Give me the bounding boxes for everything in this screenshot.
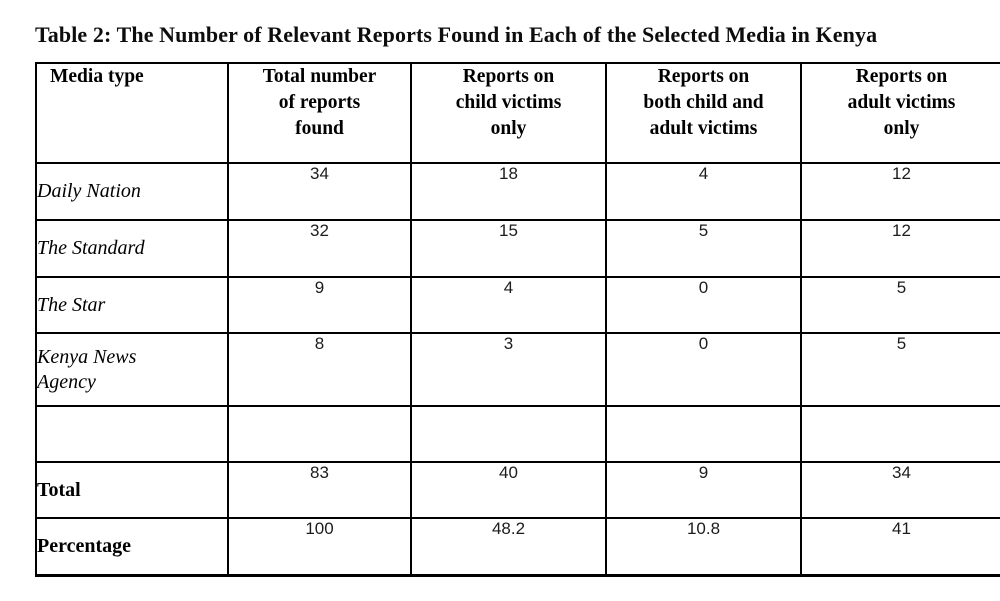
row-total: Total 83 40 9 34 [35, 461, 1000, 519]
value-cell [410, 405, 607, 463]
media-type-cell [35, 405, 229, 463]
col-header-label: Reports on both child and adult victims [643, 66, 764, 139]
value-cell: 0 [605, 276, 802, 334]
reports-table: Media type Total number of reports found… [35, 62, 1000, 577]
media-type-cell: Percentage [35, 517, 229, 577]
value-cell [605, 405, 802, 463]
row-the-standard: The Standard 32 15 5 12 [35, 219, 1000, 278]
media-type-cell: Total [35, 461, 229, 519]
row-the-star: The Star 9 4 0 5 [35, 276, 1000, 334]
value-cell: 9 [605, 461, 802, 519]
value-cell: 34 [227, 162, 412, 221]
value-cell: 15 [410, 219, 607, 278]
value-cell: 18 [410, 162, 607, 221]
col-header-child-victims: Reports on child victims only [410, 62, 607, 164]
value-cell: 8 [227, 332, 412, 407]
col-header-label: Media type [50, 66, 144, 87]
value-cell: 3 [410, 332, 607, 407]
media-type-cell: The Standard [35, 219, 229, 278]
media-type-label: Percentage [37, 534, 132, 557]
value-cell: 12 [800, 162, 1000, 221]
table-caption: Table 2: The Number of Relevant Reports … [35, 22, 878, 47]
value-cell: 83 [227, 461, 412, 519]
value-cell [800, 405, 1000, 463]
media-type-label: Total [37, 478, 81, 501]
col-header-total-reports: Total number of reports found [227, 62, 412, 164]
value-cell: 5 [605, 219, 802, 278]
value-cell: 9 [227, 276, 412, 334]
col-header-both-victims: Reports on both child and adult victims [605, 62, 802, 164]
header-row: Media type Total number of reports found… [35, 62, 1000, 164]
col-header-label: Reports on child victims only [455, 66, 562, 139]
media-type-cell: Kenya News Agency [35, 332, 229, 407]
value-cell: 10.8 [605, 517, 802, 577]
media-type-label: Daily Nation [37, 180, 141, 202]
col-header-media-type: Media type [35, 62, 229, 164]
value-cell: 48.2 [410, 517, 607, 577]
col-header-label: Reports on adult victims only [847, 66, 956, 139]
value-cell: 40 [410, 461, 607, 519]
row-percentage: Percentage 100 48.2 10.8 41 [35, 517, 1000, 577]
value-cell: 41 [800, 517, 1000, 577]
value-cell: 34 [800, 461, 1000, 519]
value-cell: 12 [800, 219, 1000, 278]
media-type-cell: Daily Nation [35, 162, 229, 221]
row-kenya-news-agency: Kenya News Agency 8 3 0 5 [35, 332, 1000, 407]
value-cell: 100 [227, 517, 412, 577]
row-empty [35, 405, 1000, 463]
value-cell: 5 [800, 332, 1000, 407]
col-header-adult-victims: Reports on adult victims only [800, 62, 1000, 164]
col-header-label: Total number of reports found [262, 66, 377, 139]
row-daily-nation: Daily Nation 34 18 4 12 [35, 162, 1000, 221]
value-cell: 4 [410, 276, 607, 334]
media-type-label: The Standard [37, 237, 145, 259]
value-cell: 32 [227, 219, 412, 278]
value-cell: 0 [605, 332, 802, 407]
value-cell [227, 405, 412, 463]
media-type-cell: The Star [35, 276, 229, 334]
media-type-label: Kenya News Agency [37, 345, 137, 393]
value-cell: 4 [605, 162, 802, 221]
media-type-label: The Star [37, 293, 106, 316]
value-cell: 5 [800, 276, 1000, 334]
